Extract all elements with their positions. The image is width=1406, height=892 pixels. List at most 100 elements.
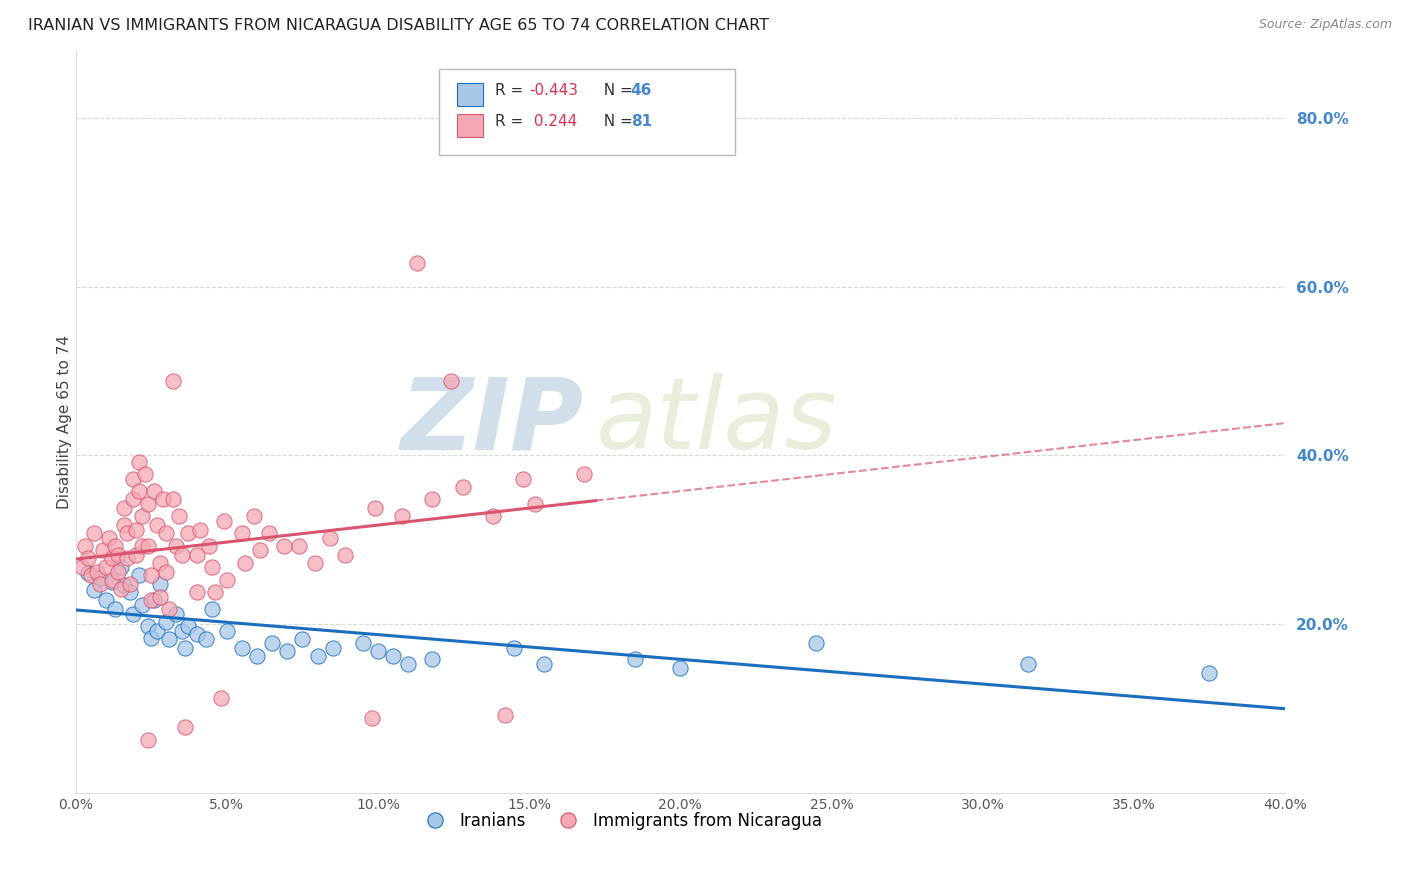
Point: [524, 497, 547, 511]
Point: [439, 374, 461, 388]
Point: [91, 542, 114, 557]
Text: IRANIAN VS IMMIGRANTS FROM NICARAGUA DISABILITY AGE 65 TO 74 CORRELATION CHART: IRANIAN VS IMMIGRANTS FROM NICARAGUA DIS…: [28, 18, 769, 33]
Point: [112, 517, 135, 532]
Point: [80, 568, 103, 582]
Point: [115, 525, 138, 540]
Point: [512, 472, 534, 486]
Point: [173, 720, 195, 734]
Point: [122, 607, 145, 621]
Point: [322, 640, 344, 655]
Point: [188, 523, 211, 537]
Bar: [457, 114, 484, 137]
Point: [77, 566, 100, 581]
Point: [233, 557, 256, 571]
Point: [83, 525, 105, 540]
Point: [94, 593, 117, 607]
Text: N =: N =: [595, 83, 638, 97]
Point: [391, 509, 413, 524]
Point: [176, 525, 198, 540]
Point: [304, 557, 326, 571]
Point: [70, 559, 93, 574]
Text: R =: R =: [495, 83, 529, 97]
Point: [215, 624, 238, 638]
Point: [212, 514, 235, 528]
Point: [159, 602, 181, 616]
Point: [107, 565, 129, 579]
Point: [89, 571, 111, 585]
Point: [112, 500, 135, 515]
Point: [204, 585, 226, 599]
Point: [138, 618, 160, 632]
Point: [143, 483, 166, 498]
Point: [257, 525, 280, 540]
Point: [422, 492, 444, 507]
Point: [98, 531, 121, 545]
Point: [170, 548, 193, 562]
Text: 81: 81: [631, 114, 652, 128]
Point: [77, 551, 100, 566]
Point: [669, 661, 692, 675]
Point: [146, 624, 169, 638]
Point: [367, 644, 389, 658]
Point: [197, 540, 219, 554]
Text: atlas: atlas: [596, 373, 838, 470]
Point: [101, 573, 124, 587]
Point: [173, 640, 195, 655]
Point: [422, 652, 444, 666]
Point: [406, 256, 429, 270]
Point: [159, 632, 181, 647]
Point: [141, 632, 163, 646]
Point: [104, 602, 127, 616]
Point: [149, 576, 172, 591]
Point: [138, 540, 160, 554]
Point: [152, 492, 174, 507]
Point: [138, 497, 160, 511]
Point: [352, 635, 374, 649]
Point: [482, 509, 505, 524]
Point: [333, 548, 356, 562]
Point: [110, 559, 132, 574]
Point: [146, 517, 169, 532]
Point: [83, 583, 105, 598]
Point: [318, 531, 340, 545]
Point: [288, 540, 311, 554]
Point: [246, 648, 269, 663]
Point: [1017, 657, 1039, 672]
Point: [128, 455, 150, 469]
Point: [186, 627, 208, 641]
Point: [162, 492, 184, 507]
Point: [307, 648, 329, 663]
Legend: Iranians, Immigrants from Nicaragua: Iranians, Immigrants from Nicaragua: [412, 805, 828, 837]
Point: [155, 615, 177, 630]
Point: [165, 607, 187, 621]
Point: [120, 576, 142, 591]
Point: [134, 467, 156, 481]
Point: [273, 540, 295, 554]
Point: [110, 582, 132, 596]
Point: [249, 542, 271, 557]
Point: [231, 640, 253, 655]
Point: [107, 548, 129, 562]
Point: [125, 548, 148, 562]
Point: [167, 509, 190, 524]
Point: [141, 568, 163, 582]
Point: [396, 657, 419, 672]
Text: 0.244: 0.244: [529, 114, 578, 128]
Point: [291, 632, 314, 647]
Bar: [457, 83, 484, 106]
Point: [143, 593, 166, 607]
Point: [89, 576, 111, 591]
Point: [120, 585, 142, 599]
Point: [364, 500, 387, 515]
Text: ZIP: ZIP: [401, 373, 583, 470]
Point: [138, 733, 160, 747]
Point: [503, 640, 526, 655]
Point: [155, 565, 177, 579]
Point: [186, 585, 208, 599]
Point: [176, 618, 198, 632]
Point: [201, 602, 224, 616]
Point: [194, 632, 217, 647]
Point: [115, 551, 138, 566]
Point: [86, 565, 108, 579]
Point: [122, 492, 145, 507]
